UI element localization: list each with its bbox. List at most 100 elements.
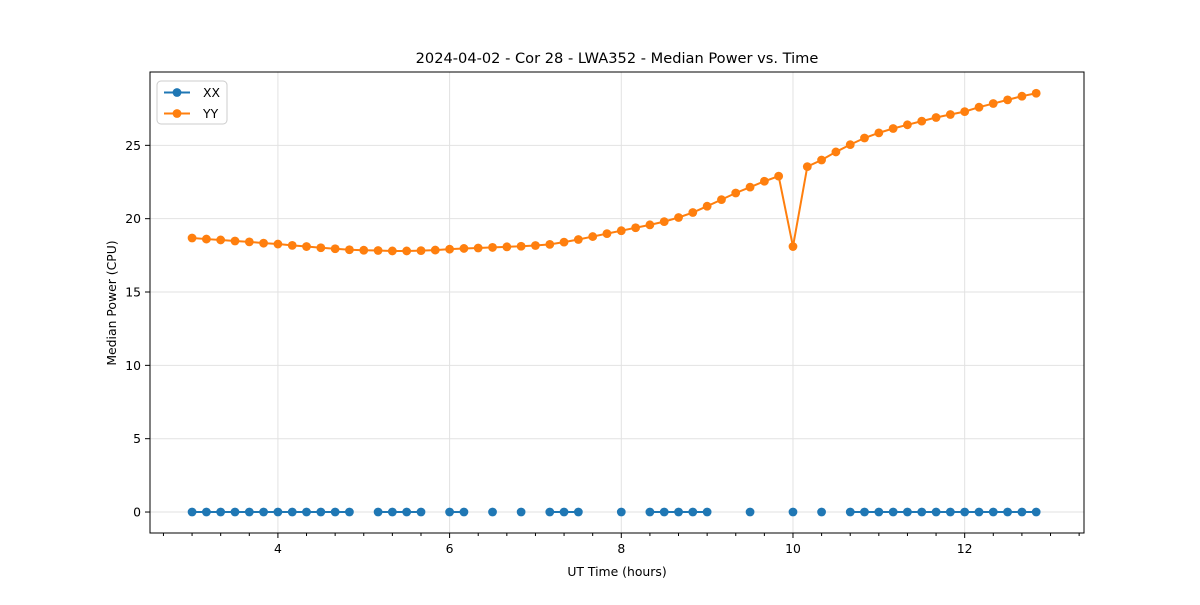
- series-YY-marker: [473, 243, 483, 253]
- tick-labels: 4 6 8 10 12 0 5 10 15 20 25: [125, 138, 972, 556]
- series-YY-marker: [745, 182, 755, 192]
- series-XX-marker: [573, 507, 583, 517]
- series-XX-marker: [917, 507, 927, 517]
- series-YY-marker: [960, 107, 970, 117]
- series-YY-marker: [831, 147, 841, 157]
- y-tick-label: 5: [133, 431, 141, 446]
- series-XX-marker: [616, 507, 626, 517]
- series-YY-marker: [788, 242, 798, 251]
- series-XX-marker: [874, 507, 884, 517]
- legend-marker: [172, 109, 182, 118]
- series-YY-marker: [988, 99, 998, 108]
- series-XX-marker: [259, 507, 268, 517]
- series-YY-marker: [602, 229, 612, 239]
- series-YY-marker: [860, 133, 869, 143]
- series-XX-marker: [387, 507, 397, 517]
- series-YY-marker: [345, 245, 354, 255]
- series-XX-marker: [817, 507, 826, 517]
- series-YY-marker: [488, 243, 497, 252]
- x-axis-label: UT Time (hours): [567, 564, 666, 579]
- series-YY-marker: [273, 239, 283, 249]
- series-YY-marker: [573, 235, 583, 244]
- series-YY-marker: [659, 217, 669, 227]
- series-YY-marker: [945, 110, 955, 119]
- series-XX-marker: [330, 507, 340, 517]
- series-YY-marker: [917, 116, 927, 126]
- series-YY-marker: [874, 128, 884, 138]
- series-XX-marker: [903, 507, 912, 517]
- legend: XX YY: [156, 80, 228, 125]
- series-YY-marker: [287, 240, 297, 250]
- x-tick-label: 8: [617, 541, 625, 556]
- x-tick-label: 6: [446, 541, 454, 556]
- series-XX-marker: [888, 507, 898, 517]
- series-YY-marker: [373, 246, 383, 255]
- series-XX-marker: [974, 507, 984, 517]
- series-XX-marker: [273, 507, 283, 517]
- series-YY-marker: [588, 232, 598, 241]
- x-tick-label: 10: [785, 541, 801, 556]
- series-XX-marker: [187, 507, 197, 517]
- series-YY-marker: [559, 237, 569, 247]
- series-YY-marker: [931, 113, 941, 122]
- series-YY-marker: [759, 176, 769, 186]
- series-XX-marker: [345, 507, 354, 517]
- series-YY-marker: [1017, 91, 1027, 101]
- series-XX-marker: [960, 507, 970, 517]
- series-YY-marker: [545, 239, 555, 249]
- series-XX-marker: [1031, 507, 1041, 517]
- series-YY-marker: [631, 223, 641, 233]
- series-XX-marker: [545, 507, 555, 517]
- y-tick-label: 25: [125, 138, 141, 153]
- series-YY-marker: [702, 201, 712, 211]
- series-YY-marker: [445, 244, 455, 254]
- series-XX-marker: [216, 507, 226, 517]
- series-YY-marker: [244, 237, 254, 247]
- series-XX-marker: [373, 507, 383, 517]
- series-YY-marker: [1031, 88, 1041, 98]
- series-XX-marker: [459, 507, 469, 517]
- series-YY: [187, 88, 1041, 256]
- series-XX-marker: [645, 507, 655, 517]
- series-XX-marker: [931, 507, 941, 517]
- series-YY-marker: [1003, 95, 1012, 105]
- series-YY-marker: [316, 243, 326, 253]
- series-XX-marker: [488, 507, 497, 517]
- grid: [150, 72, 1084, 533]
- y-tick-label: 20: [125, 211, 141, 226]
- series-XX-marker: [745, 507, 755, 517]
- series-XX-marker: [402, 507, 412, 517]
- series-YY-marker: [402, 246, 412, 256]
- series-YY-marker: [674, 213, 683, 222]
- plot-frame: [149, 71, 1085, 534]
- series-XX-marker: [702, 507, 712, 517]
- series-XX-marker: [316, 507, 326, 517]
- y-tick-label: 15: [125, 285, 141, 300]
- y-tick-label: 0: [133, 505, 141, 520]
- series-YY-marker: [845, 140, 855, 150]
- series-YY-marker: [974, 102, 984, 112]
- series-XX-marker: [674, 507, 683, 517]
- series-YY-marker: [259, 238, 268, 248]
- series-YY-marker: [330, 244, 340, 254]
- series-YY-marker: [688, 208, 698, 217]
- series-XX-marker: [860, 507, 869, 517]
- series-YY-marker: [459, 244, 469, 253]
- series-XX-marker: [287, 507, 297, 517]
- series-YY-marker: [502, 242, 512, 252]
- plot-area: [150, 72, 1084, 533]
- legend-label: XX: [203, 85, 220, 100]
- x-tick-label: 4: [274, 541, 282, 556]
- series-YY-marker: [359, 245, 369, 255]
- y-tick-label: 10: [125, 358, 141, 373]
- series-XX-marker: [244, 507, 254, 517]
- series-XX-marker: [445, 507, 455, 517]
- series-YY-marker: [645, 220, 655, 230]
- series-XX-marker: [845, 507, 855, 517]
- series-YY-marker: [216, 235, 226, 245]
- series-XX: [187, 507, 1041, 517]
- series-XX-marker: [659, 507, 669, 517]
- series-XX-marker: [516, 507, 526, 517]
- series-XX-marker: [1017, 507, 1027, 517]
